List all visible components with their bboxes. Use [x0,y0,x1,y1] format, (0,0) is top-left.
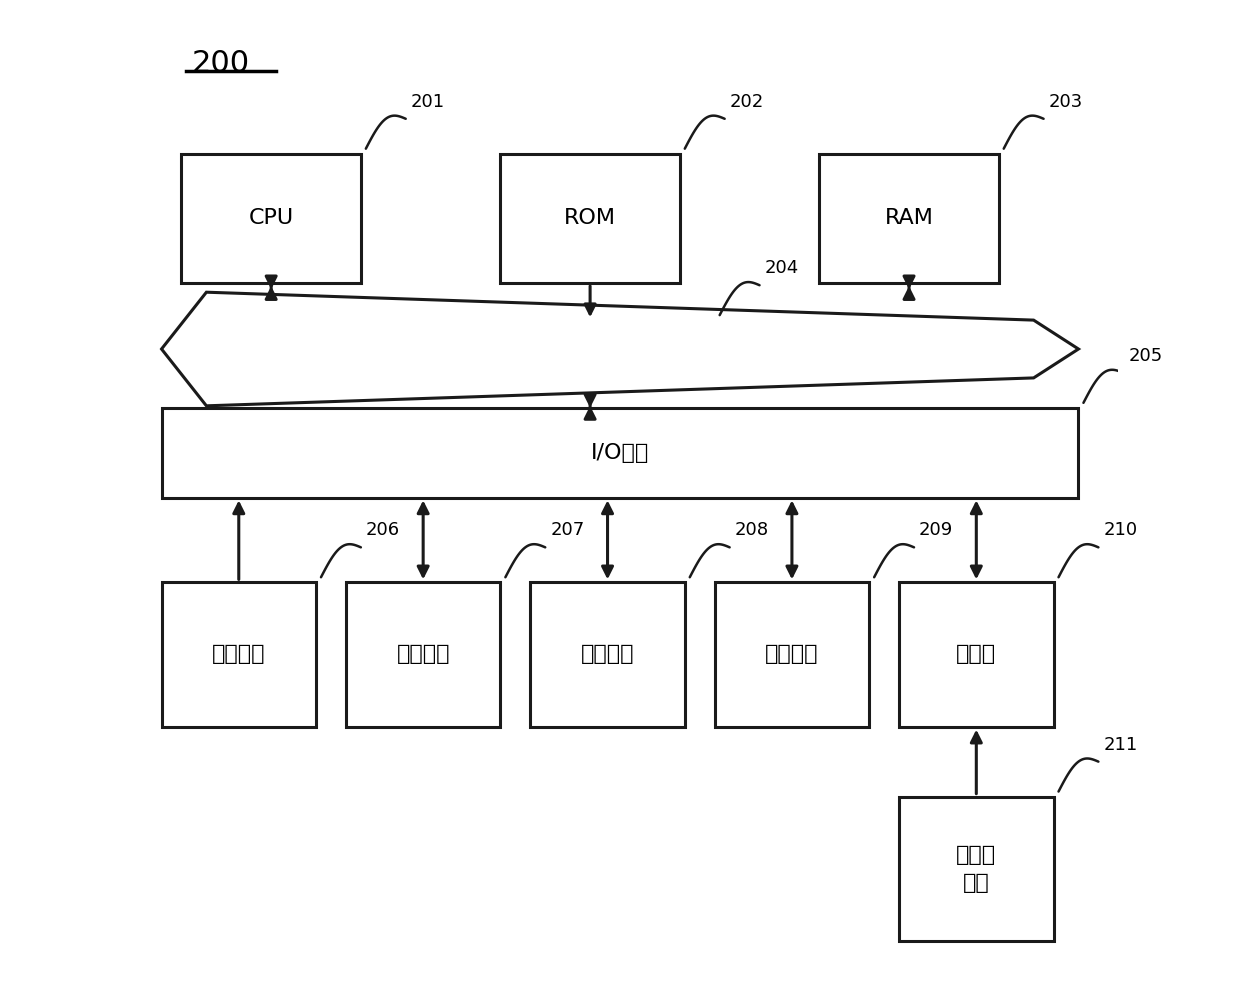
Bar [899,797,1054,941]
Text: 204: 204 [765,259,799,277]
Text: 驱动器: 驱动器 [956,644,997,664]
Text: 203: 203 [1049,92,1083,111]
Text: 储存部分: 储存部分 [580,644,635,664]
Text: 206: 206 [366,522,401,540]
Bar [346,582,501,727]
Text: RAM: RAM [884,208,934,228]
Text: I/O接口: I/O接口 [591,442,649,462]
Text: 202: 202 [729,92,764,111]
Text: 205: 205 [1128,347,1163,365]
Text: CPU: CPU [248,208,294,228]
Text: 通信部分: 通信部分 [765,644,818,664]
Text: 201: 201 [410,92,445,111]
Text: 211: 211 [1104,736,1137,754]
Text: 可拆卸
介质: 可拆卸 介质 [956,845,997,892]
Text: ROM: ROM [564,208,616,228]
Text: 208: 208 [734,522,769,540]
Text: 输入部分: 输入部分 [212,644,265,664]
Bar [501,154,680,283]
Bar [899,582,1054,727]
Text: 210: 210 [1104,522,1137,540]
Bar [714,582,869,727]
Text: 输出部分: 输出部分 [397,644,450,664]
Text: 209: 209 [919,522,954,540]
Bar [161,408,1079,497]
Bar [820,154,998,283]
Bar [161,582,316,727]
Text: 200: 200 [191,49,249,78]
Polygon shape [161,292,1079,406]
Text: 207: 207 [551,522,584,540]
Bar [181,154,361,283]
Bar [531,582,684,727]
